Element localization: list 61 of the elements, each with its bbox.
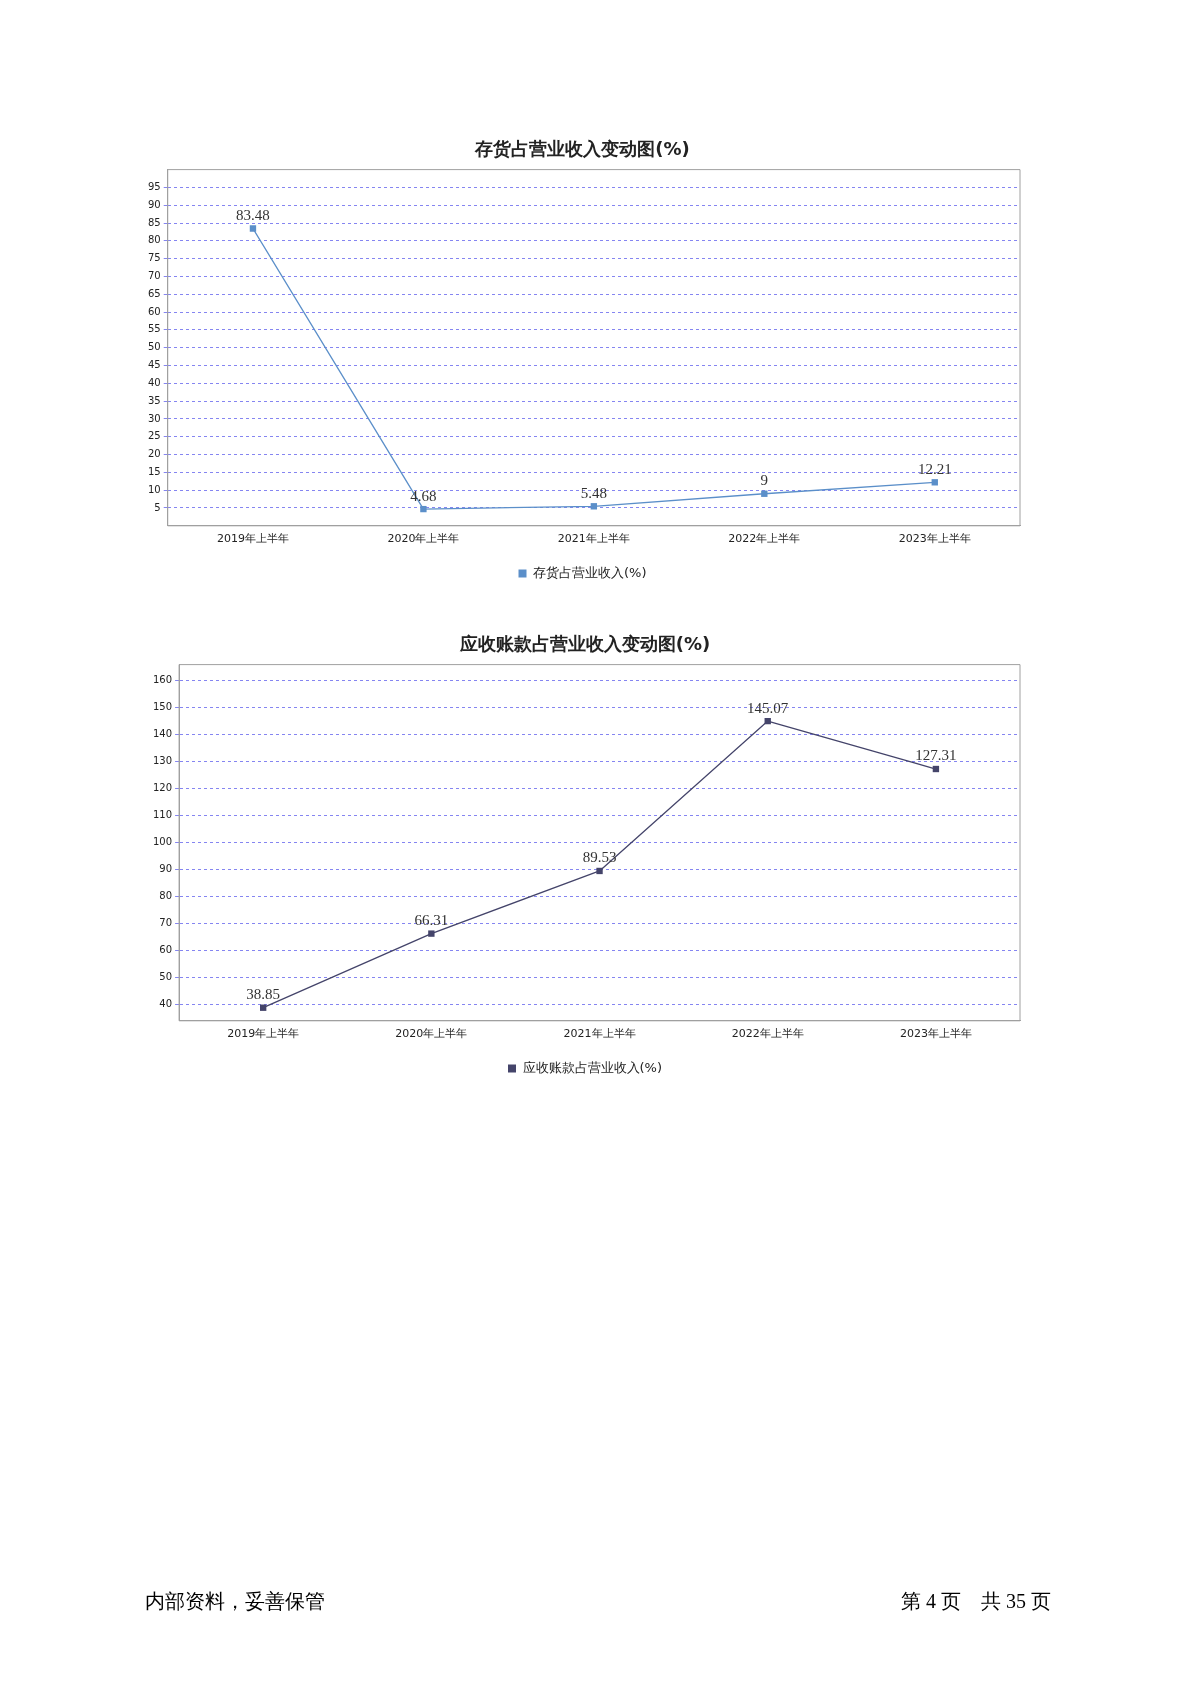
y-tick-label: 70 (147, 270, 161, 282)
y-tick-label: 60 (159, 944, 173, 956)
data-label: 83.48 (236, 206, 270, 223)
y-tick-label: 25 (147, 430, 161, 442)
data-label: 127.31 (915, 747, 957, 764)
y-tick-label: 60 (147, 305, 161, 317)
text: 内部资料，妥善保管 (145, 1589, 325, 1614)
y-tick-label: 130 (152, 755, 173, 767)
y-tick-label: 80 (147, 234, 161, 246)
data-label: 12.21 (917, 460, 952, 477)
y-tick-label: 40 (147, 376, 161, 388)
y-tick-label: 85 (147, 216, 161, 228)
y-tick-label: 5 (154, 501, 161, 513)
y-tick-label: 150 (152, 701, 173, 713)
point (428, 930, 435, 937)
y-tick-label: 45 (147, 359, 161, 371)
y-tick-label: 65 (147, 287, 161, 299)
y-tick-label: 160 (152, 674, 173, 686)
y-tick-label: 75 (147, 252, 161, 264)
y-tick-label: 10 (147, 483, 161, 495)
data-label: 89.53 (582, 849, 617, 866)
y-tick-label: 20 (147, 448, 161, 460)
y-tick-label: 140 (152, 728, 173, 740)
x-tick-label: 2022年上半年 (728, 532, 801, 546)
data-label: 38.85 (246, 986, 281, 1003)
data-label: 145.07 (747, 699, 789, 716)
x-tick-label: 2022年上半年 (731, 1027, 804, 1041)
x-tick-label: 2020年上半年 (395, 1027, 468, 1041)
x-tick-label: 2019年上半年 (216, 532, 289, 546)
y-tick-label: 15 (147, 465, 161, 477)
point (249, 225, 257, 232)
y-tick-label: 90 (147, 198, 161, 210)
legend-label: 存货占营业收入(%) (533, 564, 647, 580)
y-tick-label: 80 (159, 890, 173, 902)
y-tick-label: 50 (159, 971, 173, 983)
y-tick-label: 110 (152, 809, 173, 821)
x-tick-label: 2019年上半年 (227, 1027, 300, 1041)
point (596, 867, 603, 875)
y-tick-label: 55 (147, 323, 161, 335)
y-tick-label: 50 (147, 341, 161, 353)
x-tick-label: 2021年上半年 (557, 532, 630, 546)
chart-title: 应收账款占营业收入变动图(%) (458, 633, 711, 655)
point (420, 505, 427, 513)
x-tick-label: 2020年上半年 (387, 532, 460, 546)
data-label: 5.48 (580, 484, 607, 501)
data-label: 66.31 (414, 912, 449, 929)
y-tick-label: 95 (147, 181, 161, 192)
x-tick-label: 2023年上半年 (898, 532, 971, 546)
x-tick-label: 2023年上半年 (899, 1027, 972, 1041)
chart-title: 存货占营业收入变动图(%) (474, 138, 690, 160)
legend-label: 应收账款占营业收入(%) (522, 1059, 662, 1075)
y-tick-label: 90 (159, 863, 173, 875)
x-tick-label: 2021年上半年 (563, 1027, 636, 1041)
y-tick-label: 30 (147, 412, 161, 424)
text: 第 4 页 共 35 页 (901, 1589, 1051, 1614)
y-tick-label: 70 (159, 917, 173, 929)
y-tick-label: 120 (152, 782, 173, 794)
y-tick-label: 100 (152, 836, 173, 848)
data-label: 9 (760, 472, 769, 489)
y-tick-label: 35 (147, 394, 161, 406)
y-tick-label: 40 (159, 998, 173, 1010)
